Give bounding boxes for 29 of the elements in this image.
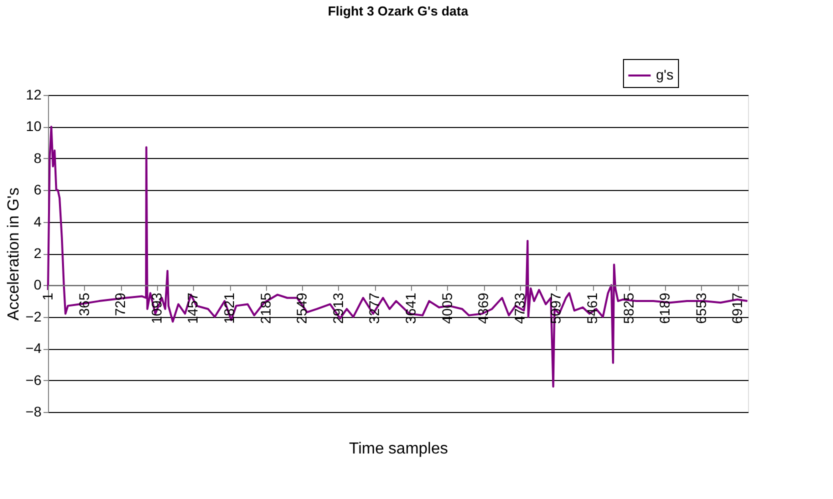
x-tick-label: 5097 bbox=[548, 292, 564, 324]
x-tick-label: 2913 bbox=[330, 292, 346, 324]
y-tick-label: 0 bbox=[34, 276, 42, 293]
legend-label: g's bbox=[656, 66, 674, 82]
y-tick-label: −8 bbox=[26, 404, 42, 420]
y-tick-label: −6 bbox=[26, 372, 42, 388]
x-tick-label: 1821 bbox=[221, 292, 238, 324]
y-axis-title: Acceleration in G's bbox=[6, 188, 23, 320]
y-tick-label: 10 bbox=[26, 118, 42, 134]
y-tick-label: −2 bbox=[26, 308, 42, 324]
x-tick-label: 1457 bbox=[184, 292, 201, 324]
x-tick-label: 1093 bbox=[148, 292, 164, 324]
y-tick-label: 8 bbox=[34, 150, 42, 166]
chart-title: Flight 3 Ozark G's data bbox=[328, 4, 469, 18]
x-tick-label: 365 bbox=[76, 292, 92, 316]
y-tick-label: 6 bbox=[34, 182, 42, 198]
x-tick-label: 2549 bbox=[294, 292, 310, 324]
x-tick-label: 1 bbox=[40, 292, 56, 300]
x-tick-label: 729 bbox=[112, 292, 128, 316]
x-tick-label: 4733 bbox=[511, 292, 528, 324]
y-tick-label: −4 bbox=[26, 340, 42, 356]
y-tick-label: 4 bbox=[34, 213, 42, 230]
x-axis-title: Time samples bbox=[349, 440, 448, 458]
x-tick-label: 5825 bbox=[620, 292, 636, 324]
x-tick-label: 4005 bbox=[438, 292, 455, 324]
x-tick-label: 2185 bbox=[257, 292, 274, 324]
y-tick-label: 2 bbox=[34, 245, 42, 261]
x-tick-label: 4369 bbox=[475, 292, 492, 324]
y-tick-label: 12 bbox=[26, 86, 42, 102]
